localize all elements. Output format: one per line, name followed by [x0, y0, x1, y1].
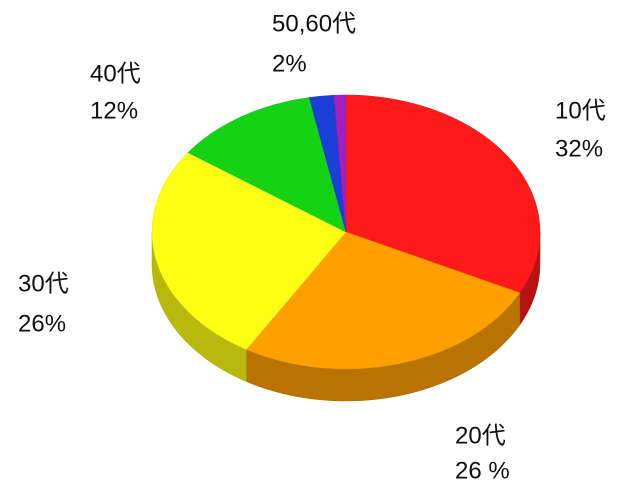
slice-value-label: 26% [18, 310, 66, 337]
slice [187, 97, 347, 233]
slice-label: 30代 [18, 270, 69, 297]
slice-value-label: 2% [272, 50, 307, 77]
slice [345, 94, 541, 294]
slice [333, 94, 347, 233]
slice-label: 40代 [90, 60, 141, 87]
slice-value-label: 12% [90, 97, 138, 124]
slice-label: 10代 [555, 97, 606, 124]
slice [151, 152, 347, 350]
slice-label: 20代 [455, 422, 506, 449]
pie-tops [151, 94, 541, 370]
slice-value-label: 32% [555, 135, 603, 162]
slice-value-label: 26 % [455, 457, 510, 484]
slice [245, 231, 521, 370]
slice-label: 50,60代 [272, 10, 356, 37]
